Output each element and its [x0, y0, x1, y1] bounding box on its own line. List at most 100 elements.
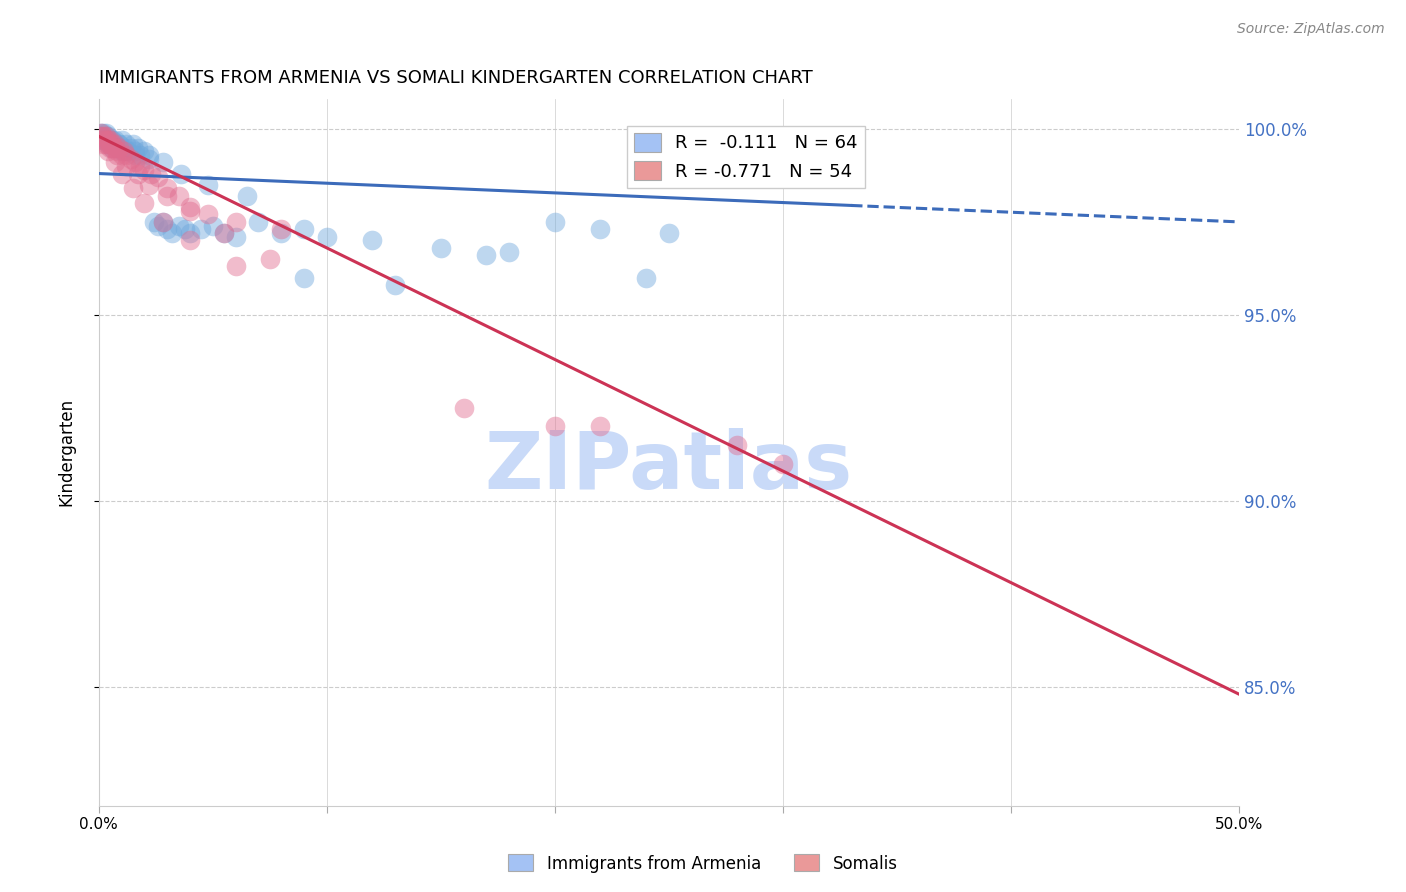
Point: [142, 215, 165, 229]
Point: [201, 219, 224, 233]
Point: [544, 419, 567, 434]
Point: [634, 270, 657, 285]
Point: [361, 234, 384, 248]
Point: [167, 219, 190, 233]
Point: [108, 136, 131, 151]
Point: [104, 155, 127, 169]
Point: [127, 167, 149, 181]
Point: [134, 145, 156, 159]
Point: [167, 189, 190, 203]
Point: [101, 140, 124, 154]
Point: [589, 222, 612, 236]
Point: [112, 140, 135, 154]
Point: [101, 140, 124, 154]
Point: [104, 133, 127, 147]
Point: [170, 167, 193, 181]
Point: [156, 189, 179, 203]
Point: [97, 145, 120, 159]
Point: [475, 248, 498, 262]
Point: [120, 140, 142, 154]
Point: [104, 136, 127, 151]
Point: [141, 167, 163, 181]
Point: [190, 222, 212, 236]
Point: [115, 148, 138, 162]
Point: [179, 226, 201, 240]
Point: [134, 196, 156, 211]
Point: [128, 148, 150, 162]
Point: [225, 215, 247, 229]
Point: [197, 178, 219, 192]
Point: [108, 140, 131, 154]
Text: Source: ZipAtlas.com: Source: ZipAtlas.com: [1237, 22, 1385, 37]
Point: [110, 167, 132, 181]
Point: [725, 438, 748, 452]
Point: [112, 145, 135, 159]
Point: [98, 136, 121, 151]
Point: [236, 189, 259, 203]
Point: [104, 136, 127, 151]
Point: [212, 226, 235, 240]
Point: [138, 152, 160, 166]
Point: [90, 126, 112, 140]
Point: [94, 133, 117, 147]
Point: [98, 140, 121, 154]
Point: [90, 129, 112, 144]
Point: [122, 136, 145, 151]
Point: [105, 140, 128, 154]
Point: [197, 207, 219, 221]
Point: [97, 136, 120, 151]
Point: [94, 136, 117, 151]
Point: [384, 278, 406, 293]
Point: [430, 241, 453, 255]
Point: [115, 136, 138, 151]
Point: [225, 229, 247, 244]
Point: [146, 170, 169, 185]
Point: [101, 136, 124, 151]
Point: [292, 270, 315, 285]
Point: [128, 159, 150, 173]
Text: IMMIGRANTS FROM ARMENIA VS SOMALI KINDERGARTEN CORRELATION CHART: IMMIGRANTS FROM ARMENIA VS SOMALI KINDER…: [98, 69, 813, 87]
Point: [105, 145, 128, 159]
Point: [108, 136, 131, 151]
Text: ZIPatlas: ZIPatlas: [485, 427, 853, 506]
Point: [97, 133, 120, 147]
Point: [101, 133, 124, 147]
Point: [124, 148, 146, 162]
Point: [156, 181, 179, 195]
Point: [498, 244, 520, 259]
Point: [105, 148, 128, 162]
Point: [93, 133, 115, 147]
Point: [544, 215, 567, 229]
Point: [138, 148, 160, 162]
Point: [152, 155, 174, 169]
Point: [292, 222, 315, 236]
Point: [93, 136, 115, 151]
Point: [110, 145, 132, 159]
Point: [94, 129, 117, 144]
Point: [97, 129, 120, 144]
Point: [152, 215, 174, 229]
Point: [98, 136, 121, 151]
Point: [115, 145, 138, 159]
Point: [179, 234, 201, 248]
Point: [247, 215, 270, 229]
Point: [93, 133, 115, 147]
Point: [90, 129, 112, 144]
Point: [212, 226, 235, 240]
Point: [658, 226, 681, 240]
Point: [259, 252, 281, 266]
Point: [94, 133, 117, 147]
Point: [124, 145, 146, 159]
Point: [93, 129, 115, 144]
Point: [179, 200, 201, 214]
Point: [101, 133, 124, 147]
Point: [104, 140, 127, 154]
Legend: R =  -0.111   N = 64, R = -0.771   N = 54: R = -0.111 N = 64, R = -0.771 N = 54: [627, 126, 865, 188]
Point: [179, 203, 201, 218]
Point: [124, 155, 146, 169]
Point: [772, 457, 794, 471]
Point: [90, 126, 112, 140]
Point: [94, 129, 117, 144]
Point: [138, 178, 160, 192]
Point: [152, 215, 174, 229]
